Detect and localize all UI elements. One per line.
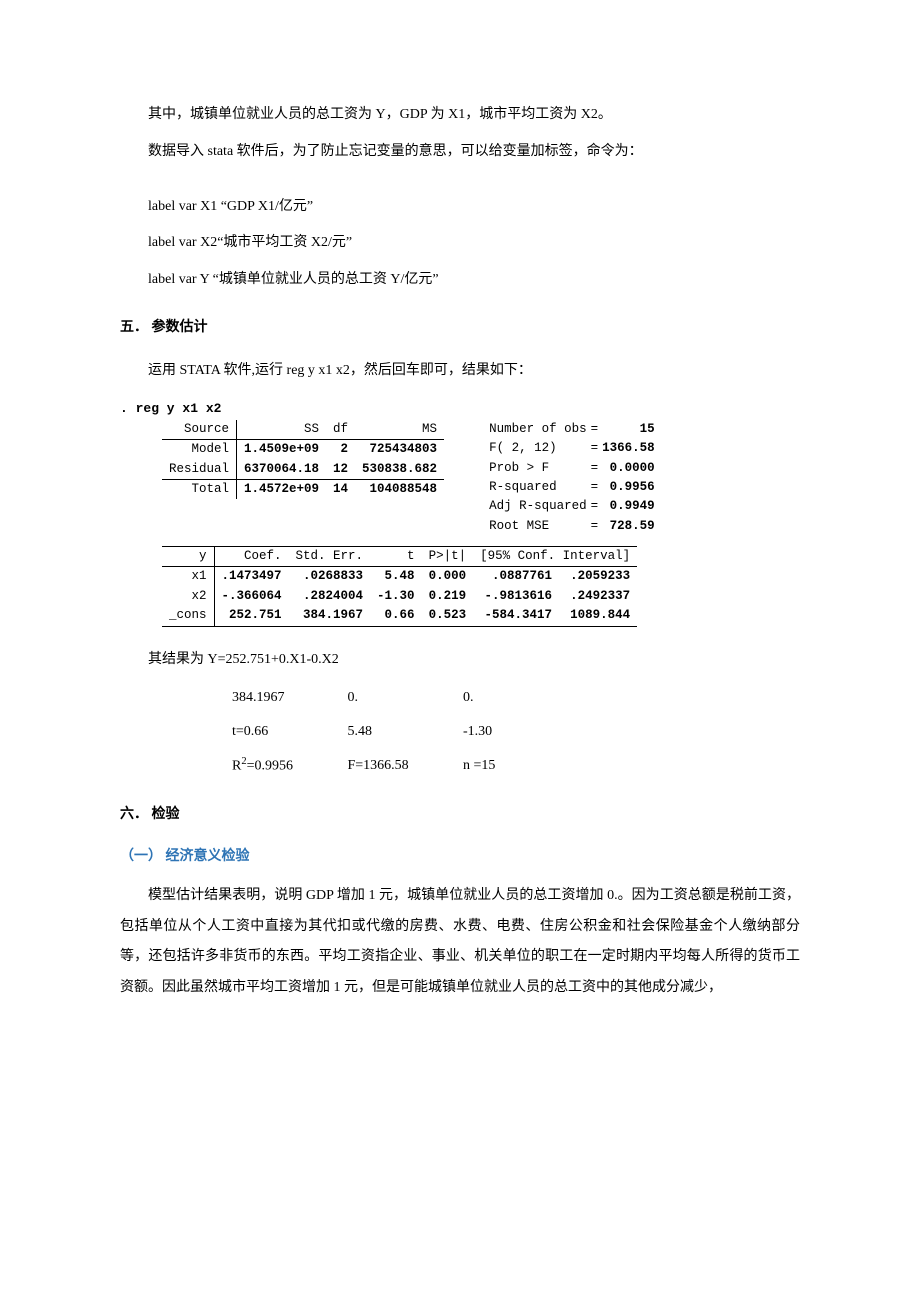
anova-h-ms: MS	[355, 420, 444, 440]
coef-h-y: y	[162, 547, 214, 567]
stata-command: . reg y x1 x2	[120, 401, 800, 416]
res-r1b: 0.	[348, 681, 460, 715]
fit-adjr2-v: 0.9949	[600, 497, 662, 516]
fit-nobs-v: 15	[600, 420, 662, 439]
res-r1c: 0.	[463, 681, 575, 715]
res-r2b: 5.48	[348, 715, 460, 749]
coef-row: x1	[162, 567, 214, 587]
label-cmd-1: label var X1 “GDP X1/亿元”	[120, 192, 800, 223]
anova-resid-df: 12	[326, 460, 355, 480]
fit-r2-k: R-squared	[482, 478, 589, 497]
coef-h-ci: [95% Conf. Interval]	[473, 547, 637, 567]
fit-r2-v: 0.9956	[600, 478, 662, 497]
fit-stats: Number of obs=15 F( 2, 12)=1366.58 Prob …	[482, 420, 662, 536]
fit-probf-k: Prob > F	[482, 459, 589, 478]
anova-total-df: 14	[326, 479, 355, 499]
fit-f-v: 1366.58	[600, 439, 662, 458]
anova-model-ss: 1.4509e+09	[237, 440, 327, 460]
anova-table: Source SS df MS Model 1.4509e+09 2 72543…	[162, 420, 444, 500]
anova-resid-ms: 530838.682	[355, 460, 444, 480]
fit-rmse-k: Root MSE	[482, 517, 589, 536]
fit-f-k: F( 2, 12)	[482, 439, 589, 458]
anova-resid-ss: 6370064.18	[237, 460, 327, 480]
coef-h-se: Std. Err.	[289, 547, 371, 567]
intro-p2: 数据导入 stata 软件后，为了防止忘记变量的意思，可以给变量加标签，命令为：	[120, 137, 800, 168]
intro-p1: 其中，城镇单位就业人员的总工资为 Y，GDP 为 X1，城市平均工资为 X2。	[120, 100, 800, 131]
anova-total-label: Total	[162, 479, 237, 499]
coef-row: x2	[162, 587, 214, 606]
anova-h-df: df	[326, 420, 355, 440]
res-r2c: -1.30	[463, 715, 575, 749]
anova-total-ss: 1.4572e+09	[237, 479, 327, 499]
anova-total-ms: 104088548	[355, 479, 444, 499]
anova-resid-label: Residual	[162, 460, 237, 480]
res-r3b: F=1366.58	[348, 749, 460, 783]
anova-h-source: Source	[162, 420, 237, 440]
anova-model-label: Model	[162, 440, 237, 460]
sec5-p1: 运用 STATA 软件,运行 reg y x1 x2，然后回车即可，结果如下：	[120, 356, 800, 387]
fit-rmse-v: 728.59	[600, 517, 662, 536]
coef-h-coef: Coef.	[214, 547, 289, 567]
stata-output: Source SS df MS Model 1.4509e+09 2 72543…	[162, 420, 800, 627]
coef-h-t: t	[370, 547, 422, 567]
fit-nobs-k: Number of obs	[482, 420, 589, 439]
label-cmd-3: label var Y “城镇单位就业人员的总工资 Y/亿元”	[120, 265, 800, 296]
res-r1a: 384.1967	[232, 681, 344, 715]
anova-model-ms: 725434803	[355, 440, 444, 460]
section-6-1-heading: （一） 经济意义检验	[120, 843, 800, 871]
sec6-p1: 模型估计结果表明，说明 GDP 增加 1 元，城镇单位就业人员的总工资增加 0.…	[120, 881, 800, 1004]
coef-row: _cons	[162, 606, 214, 626]
result-eq: 其结果为 Y=252.751+0.X1-0.X2	[120, 645, 800, 676]
res-r3c: n =15	[463, 749, 575, 783]
section-5-heading: 五． 参数估计	[120, 314, 800, 342]
res-r2a: t=0.66	[232, 715, 344, 749]
result-numbers: 384.1967 0. 0. t=0.66 5.48 -1.30 R2=0.99…	[232, 681, 800, 782]
fit-probf-v: 0.0000	[600, 459, 662, 478]
coef-h-p: P>|t|	[422, 547, 474, 567]
label-cmd-2: label var X2“城市平均工资 X2/元”	[120, 228, 800, 259]
fit-adjr2-k: Adj R-squared	[482, 497, 589, 516]
section-6-heading: 六． 检验	[120, 801, 800, 829]
anova-h-ss: SS	[237, 420, 327, 440]
anova-model-df: 2	[326, 440, 355, 460]
res-r3a: R2=0.9956	[232, 749, 344, 783]
coef-table: y Coef. Std. Err. t P>|t| [95% Conf. Int…	[162, 546, 637, 627]
